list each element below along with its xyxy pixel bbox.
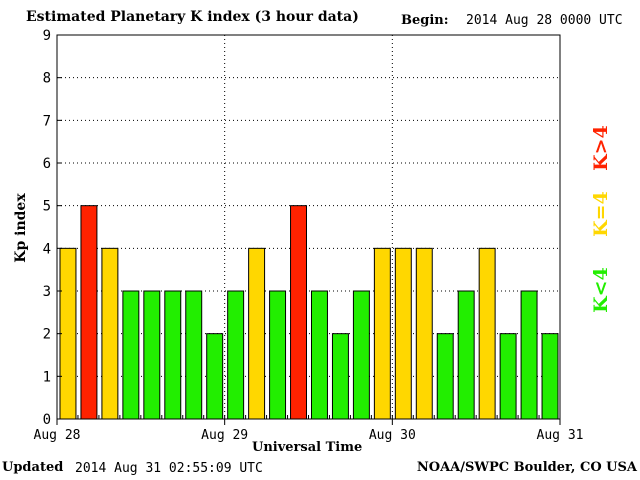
- kp-bar: [352, 290, 370, 420]
- x-tick-label: Aug 30: [369, 428, 416, 443]
- kp-bar: [80, 205, 98, 420]
- begin-label: Begin:: [401, 13, 449, 28]
- kp-bar: [436, 333, 454, 420]
- legend-equal: K=4: [590, 191, 612, 237]
- kp-bar: [457, 290, 475, 420]
- kp-bar: [227, 290, 245, 420]
- grid-lines: [57, 35, 560, 419]
- kp-bar: [269, 290, 287, 420]
- legend-high: K>4: [590, 125, 612, 171]
- kp-bar: [373, 247, 391, 420]
- kp-bar: [143, 290, 161, 420]
- kp-bar: [478, 247, 496, 420]
- y-tick-label: 3: [43, 284, 51, 300]
- kp-bar: [164, 290, 182, 420]
- y-tick-label: 8: [43, 71, 51, 87]
- kp-bar: [206, 333, 224, 420]
- kp-bar: [394, 247, 412, 420]
- updated-label: Updated: [2, 460, 64, 475]
- y-tick-label: 4: [43, 241, 51, 257]
- legend-low: K<4: [590, 267, 612, 313]
- kp-bar: [101, 247, 119, 420]
- x-axis-label: Universal Time: [252, 440, 363, 455]
- kp-bar: [185, 290, 203, 420]
- y-tick-label: 6: [43, 156, 51, 172]
- kp-bar: [331, 333, 349, 420]
- begin-value: 2014 Aug 28 0000 UTC: [466, 13, 623, 28]
- y-tick-label: 2: [43, 327, 51, 343]
- y-tick-label: 0: [43, 412, 51, 428]
- kp-bar: [499, 333, 517, 420]
- axis-ticks: 0 1 2 3 4 5 6 7 8 9 Aug 28 Aug 29 Aug 30 Aug 31: [34, 28, 584, 443]
- y-tick-label: 7: [43, 113, 51, 129]
- x-tick-label: Aug 28: [34, 428, 81, 443]
- kp-bar: [541, 333, 559, 420]
- y-tick-label: 1: [43, 369, 51, 385]
- updated-value: 2014 Aug 31 02:55:09 UTC: [75, 461, 263, 476]
- x-tick-label: Aug 29: [201, 428, 248, 443]
- chart-title: Estimated Planetary K index (3 hour data…: [26, 9, 359, 25]
- kp-bar: [415, 247, 433, 420]
- kp-bar: [520, 290, 538, 420]
- y-axis-label: Kp index: [13, 193, 29, 263]
- kp-bar: [59, 247, 77, 420]
- credit-label: NOAA/SWPC Boulder, CO USA: [416, 460, 637, 475]
- kp-bar: [290, 205, 307, 420]
- y-tick-label: 9: [43, 28, 51, 44]
- kp-bar: [311, 290, 328, 420]
- kp-bar: [248, 247, 266, 420]
- x-tick-label: Aug 31: [537, 428, 584, 443]
- bars: [59, 205, 559, 420]
- y-tick-label: 5: [43, 199, 51, 215]
- kp-bar: [122, 290, 140, 420]
